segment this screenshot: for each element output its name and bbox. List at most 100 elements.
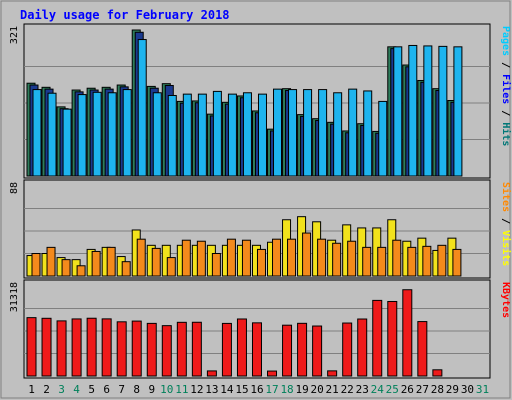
day-label: 10: [160, 383, 173, 396]
bar-sites-day-24: [377, 246, 387, 277]
bar-sites-day-19: [302, 232, 312, 277]
bar-kbytes-day-1: [26, 317, 37, 377]
bar-pages-day-3: [62, 108, 72, 177]
bar-kbytes-day-5: [86, 317, 97, 377]
day-label: 4: [73, 383, 80, 396]
day-label: 7: [118, 383, 125, 396]
bar-pages-day-13: [212, 90, 222, 177]
series-legend: KBytes: [500, 282, 511, 318]
bar-kbytes-day-6: [101, 318, 112, 377]
bar-pages-day-23: [363, 90, 373, 177]
bar-sites-day-11: [181, 239, 191, 277]
bar-pages-day-20: [318, 89, 328, 177]
series-legend-part: /: [500, 104, 511, 122]
bar-kbytes-day-15: [236, 318, 247, 377]
series-legend-part: Sites: [500, 182, 512, 212]
series-legend-part: Visits: [500, 230, 512, 266]
day-label: 8: [133, 383, 140, 396]
bar-sites-day-1: [31, 253, 41, 277]
chart-title: Daily usage for February 2018: [20, 8, 230, 22]
day-label: 22: [341, 383, 354, 396]
series-legend: Pages / Files / Hits: [500, 26, 512, 146]
panel-pages-files-hits: 321 Pages / Files / Hits: [9, 23, 512, 179]
bar-sites-day-15: [241, 239, 251, 277]
bar-kbytes-day-14: [221, 322, 232, 377]
day-label: 2: [43, 383, 50, 396]
bar-kbytes-day-19: [297, 322, 308, 377]
bar-kbytes-day-3: [56, 320, 67, 377]
bar-sites-day-4: [76, 265, 86, 277]
bar-sites-day-20: [317, 238, 327, 277]
bar-sites-day-10: [166, 257, 176, 277]
day-label: 11: [175, 383, 188, 396]
bar-kbytes-day-8: [131, 320, 142, 377]
day-label: 18: [280, 383, 293, 396]
bar-pages-day-12: [197, 93, 207, 177]
bar-kbytes-day-21: [327, 370, 338, 377]
bar-kbytes-day-28: [432, 369, 443, 377]
axis-max-label: 31318: [9, 282, 20, 312]
bar-sites-day-3: [61, 259, 71, 277]
bar-pages-day-26: [408, 44, 418, 177]
panel-kbytes: 31318 KBytes: [9, 279, 511, 379]
day-label: 12: [190, 383, 203, 396]
bar-sites-day-21: [332, 242, 342, 277]
series-legend-part: Hits: [500, 122, 512, 146]
axis-max-label: 321: [9, 26, 20, 44]
bar-pages-day-16: [257, 93, 267, 177]
day-label: 20: [311, 383, 324, 396]
bar-pages-day-2: [47, 92, 57, 177]
day-label: 14: [220, 383, 234, 396]
bar-kbytes-day-4: [71, 318, 82, 377]
day-label: 24: [371, 383, 385, 396]
series-legend-part: Pages: [500, 26, 511, 56]
bar-kbytes-day-17: [267, 370, 278, 377]
bar-pages-day-21: [333, 92, 343, 177]
bar-sites-day-16: [256, 248, 266, 277]
series-legend: Sites / Visits: [500, 182, 512, 266]
bar-pages-day-10: [167, 94, 177, 177]
bar-pages-day-19: [303, 89, 313, 177]
bar-sites-day-22: [347, 240, 357, 277]
bar-kbytes-day-20: [312, 325, 323, 377]
bar-sites-day-29: [452, 248, 462, 277]
series-legend-part: /: [500, 56, 511, 74]
day-label: 13: [205, 383, 218, 396]
bar-pages-day-7: [122, 89, 132, 177]
bar-pages-day-27: [423, 45, 433, 177]
day-label: 26: [401, 383, 414, 396]
day-label: 21: [326, 383, 339, 396]
bar-sites-day-23: [362, 246, 372, 277]
day-label: 5: [88, 383, 95, 396]
bar-kbytes-day-7: [116, 321, 127, 377]
bar-kbytes-day-24: [372, 299, 383, 377]
bar-pages-day-9: [152, 92, 162, 177]
bar-sites-day-5: [91, 250, 101, 277]
bar-pages-day-8: [137, 39, 147, 177]
bar-kbytes-day-23: [357, 318, 368, 377]
day-label: 31: [476, 383, 489, 396]
bar-sites-day-28: [437, 244, 447, 277]
series-legend-part: KBytes: [500, 282, 511, 318]
bar-sites-day-2: [46, 246, 56, 277]
bar-pages-day-28: [438, 45, 448, 177]
bar-kbytes-day-26: [402, 289, 413, 377]
bar-kbytes-day-16: [251, 322, 262, 377]
day-label: 9: [148, 383, 155, 396]
bar-sites-day-27: [422, 245, 432, 277]
bar-kbytes-day-13: [206, 370, 217, 377]
bar-kbytes-day-9: [146, 322, 157, 377]
bar-pages-day-18: [288, 89, 298, 177]
bar-pages-day-25: [393, 46, 403, 177]
bar-sites-day-6: [106, 246, 116, 277]
bar-kbytes-day-27: [417, 321, 428, 377]
bar-sites-day-7: [121, 261, 131, 277]
day-label: 29: [446, 383, 459, 396]
bar-pages-day-17: [273, 88, 283, 177]
bar-sites-day-25: [392, 239, 402, 277]
bar-kbytes-day-12: [191, 321, 202, 377]
day-label: 28: [431, 383, 444, 396]
day-label: 15: [235, 383, 248, 396]
